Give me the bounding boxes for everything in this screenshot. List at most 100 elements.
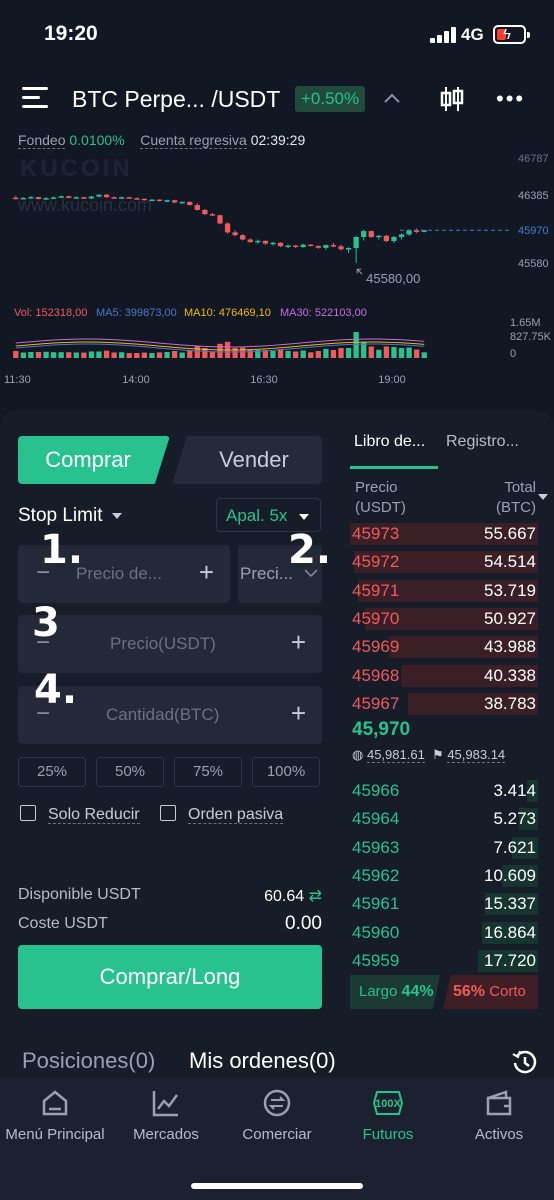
volume-legend-ma30: MA30: 522103,00 — [280, 307, 367, 319]
percent-100-button[interactable]: 100% — [252, 757, 320, 787]
ask-total: 53.719 — [484, 580, 536, 600]
volume-tick: 1.65M — [510, 317, 541, 329]
ask-row[interactable]: 45971 53.719 — [350, 578, 538, 604]
orderbook-total-header[interactable]: Total (BTC) — [470, 478, 548, 518]
tab-positions[interactable]: Posiciones(0) — [22, 1048, 156, 1073]
stop-price-placeholder: Precio de... — [76, 564, 162, 583]
candlestick-icon[interactable] — [440, 85, 464, 113]
ask-row[interactable]: 45967 38.783 — [350, 691, 538, 717]
ask-row[interactable]: 45969 43.988 — [350, 634, 538, 660]
volume-bar — [73, 352, 79, 358]
nav-assets[interactable]: Activos — [444, 1088, 554, 1143]
candle-body — [164, 200, 170, 202]
funding-rate: 0.0100% — [69, 132, 125, 148]
nav-markets[interactable]: Mercados — [111, 1088, 221, 1143]
volume-bar — [103, 350, 110, 358]
order-type-label: Stop Limit — [18, 505, 103, 526]
wallet-icon — [486, 1090, 512, 1116]
annotation-4: 4. — [34, 667, 78, 713]
volume-bar — [58, 352, 64, 358]
order-type-select[interactable]: Stop Limit — [18, 505, 123, 527]
tab-buy[interactable]: Comprar — [18, 436, 170, 484]
volume-bar — [232, 348, 238, 358]
buy-long-button[interactable]: Comprar/Long — [18, 945, 322, 1009]
candle-body — [171, 200, 178, 203]
tab-my-orders[interactable]: Mis ordenes(0) — [189, 1048, 336, 1073]
more-icon[interactable]: ••• — [496, 86, 526, 111]
volume-bar — [217, 343, 223, 358]
ask-row[interactable]: 45972 54.514 — [350, 549, 538, 575]
nav-futures[interactable]: 100X Futuros — [333, 1088, 443, 1143]
plus-icon[interactable]: + — [290, 627, 306, 657]
leverage-select[interactable]: Apal. 5x — [216, 498, 321, 532]
percent-50-button[interactable]: 50% — [96, 757, 164, 787]
ma10-line — [15, 341, 425, 351]
bid-row[interactable]: 45966 3.414 — [350, 778, 538, 804]
futures-100x-icon: 100X — [372, 1091, 404, 1115]
bid-row[interactable]: 45962 10.609 — [350, 863, 538, 889]
stop-price-input[interactable]: − Precio de... + — [18, 545, 230, 603]
time-tick: 11:30 — [4, 374, 31, 386]
percent-25-button[interactable]: 25% — [18, 757, 86, 787]
bid-row[interactable]: 45964 5.273 — [350, 806, 538, 832]
globe-icon: ◍ — [352, 747, 364, 762]
bid-row[interactable]: 45963 7.621 — [350, 835, 538, 861]
price-tick: 45970 — [518, 225, 549, 237]
post-only-checkbox[interactable]: Orden pasiva — [160, 805, 284, 824]
minus-icon[interactable]: − — [36, 700, 51, 727]
candle-body — [134, 198, 140, 200]
volume-bar — [361, 342, 367, 358]
reduce-only-checkbox[interactable]: Solo Reducir — [20, 805, 140, 824]
bid-row[interactable]: 45960 16.864 — [350, 920, 538, 946]
volume-bar — [28, 352, 34, 358]
candle-body — [66, 196, 72, 198]
menu-icon[interactable] — [22, 87, 48, 109]
tab-order-book[interactable]: Libro de... — [354, 433, 426, 450]
funding-label[interactable]: Fondeo — [18, 132, 66, 149]
ask-price: 45971 — [352, 580, 400, 600]
bid-price: 45964 — [352, 809, 400, 829]
tab-sell[interactable]: Vender — [172, 436, 322, 484]
countdown-value: 02:39:29 — [250, 132, 306, 148]
percent-75-button[interactable]: 75% — [174, 757, 242, 787]
price-chart[interactable]: 45580,00 46385 45970 45580 46787 Vol: 152318,… — [0, 150, 554, 390]
checkbox-icon — [160, 805, 176, 821]
ask-row[interactable]: 45973 55.667 — [350, 521, 538, 547]
nav-trade[interactable]: Comerciar — [222, 1088, 332, 1143]
volume-bar — [187, 350, 193, 358]
minus-icon[interactable]: − — [36, 629, 51, 656]
price-input[interactable]: − Precio(USDT) + — [18, 615, 322, 673]
bid-row[interactable]: 45961 15.337 — [350, 891, 538, 917]
candle-body — [43, 198, 49, 200]
cost-row: Coste USDT 0.00 — [18, 913, 322, 934]
history-clock-icon[interactable] — [511, 1048, 539, 1076]
transfer-icon[interactable]: ⇄ — [308, 888, 322, 905]
plus-icon[interactable]: + — [290, 698, 306, 728]
caret-down-icon — [299, 513, 310, 520]
ask-row[interactable]: 45968 40.338 — [350, 663, 538, 689]
pair-title[interactable]: BTC Perpe... /USDT — [72, 86, 281, 112]
bid-row[interactable]: 45959 17.720 — [350, 948, 538, 974]
minus-icon[interactable]: − — [36, 559, 51, 586]
nav-home[interactable]: Menú Principal — [0, 1088, 110, 1143]
volume-bar — [171, 351, 178, 358]
price-type-select[interactable]: Preci... — [238, 545, 322, 603]
candle-body — [179, 201, 185, 204]
low-price-label: 45580,00 — [366, 271, 420, 286]
volume-bar — [194, 346, 200, 358]
bid-total: 7.621 — [493, 837, 536, 857]
bid-depth-bar — [519, 808, 538, 831]
countdown-label[interactable]: Cuenta regresiva — [140, 132, 247, 149]
volume-bar — [141, 352, 148, 358]
chevron-up-icon[interactable] — [382, 89, 402, 109]
ask-depth-bar — [365, 607, 538, 630]
candle-body — [285, 245, 291, 247]
quantity-input[interactable]: − Cantidad(BTC) + — [18, 686, 322, 744]
ask-row[interactable]: 45970 50.927 — [350, 606, 538, 632]
tab-trade-history[interactable]: Registro... — [446, 433, 519, 450]
plus-icon[interactable]: + — [198, 557, 214, 587]
volume-bar — [421, 352, 427, 358]
candle-body — [73, 197, 79, 199]
candle-body — [156, 199, 163, 202]
ask-depth-bar — [350, 523, 538, 545]
